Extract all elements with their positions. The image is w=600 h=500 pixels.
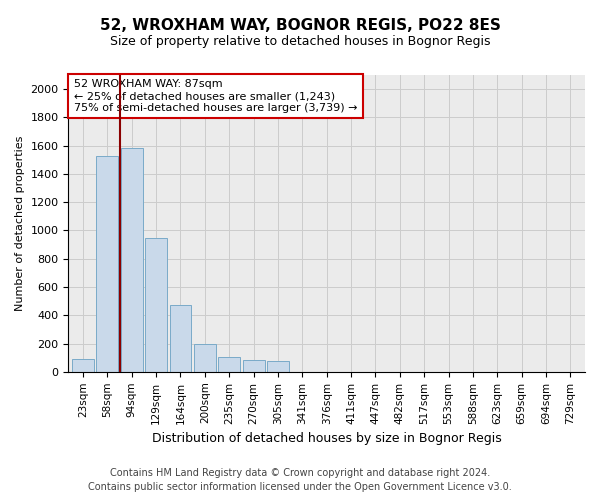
- Text: 52, WROXHAM WAY, BOGNOR REGIS, PO22 8ES: 52, WROXHAM WAY, BOGNOR REGIS, PO22 8ES: [100, 18, 500, 32]
- Bar: [170, 306, 191, 372]
- Bar: [267, 361, 289, 372]
- Bar: [121, 148, 143, 372]
- Bar: [218, 357, 240, 372]
- Y-axis label: Number of detached properties: Number of detached properties: [15, 136, 25, 311]
- Bar: [97, 156, 118, 372]
- Bar: [72, 359, 94, 372]
- Text: 52 WROXHAM WAY: 87sqm
← 25% of detached houses are smaller (1,243)
75% of semi-d: 52 WROXHAM WAY: 87sqm ← 25% of detached …: [74, 80, 357, 112]
- Bar: [242, 360, 265, 372]
- X-axis label: Distribution of detached houses by size in Bognor Regis: Distribution of detached houses by size …: [152, 432, 502, 445]
- Bar: [145, 238, 167, 372]
- Bar: [194, 344, 216, 372]
- Text: Size of property relative to detached houses in Bognor Regis: Size of property relative to detached ho…: [110, 35, 490, 48]
- Text: Contains HM Land Registry data © Crown copyright and database right 2024.: Contains HM Land Registry data © Crown c…: [110, 468, 490, 477]
- Text: Contains public sector information licensed under the Open Government Licence v3: Contains public sector information licen…: [88, 482, 512, 492]
